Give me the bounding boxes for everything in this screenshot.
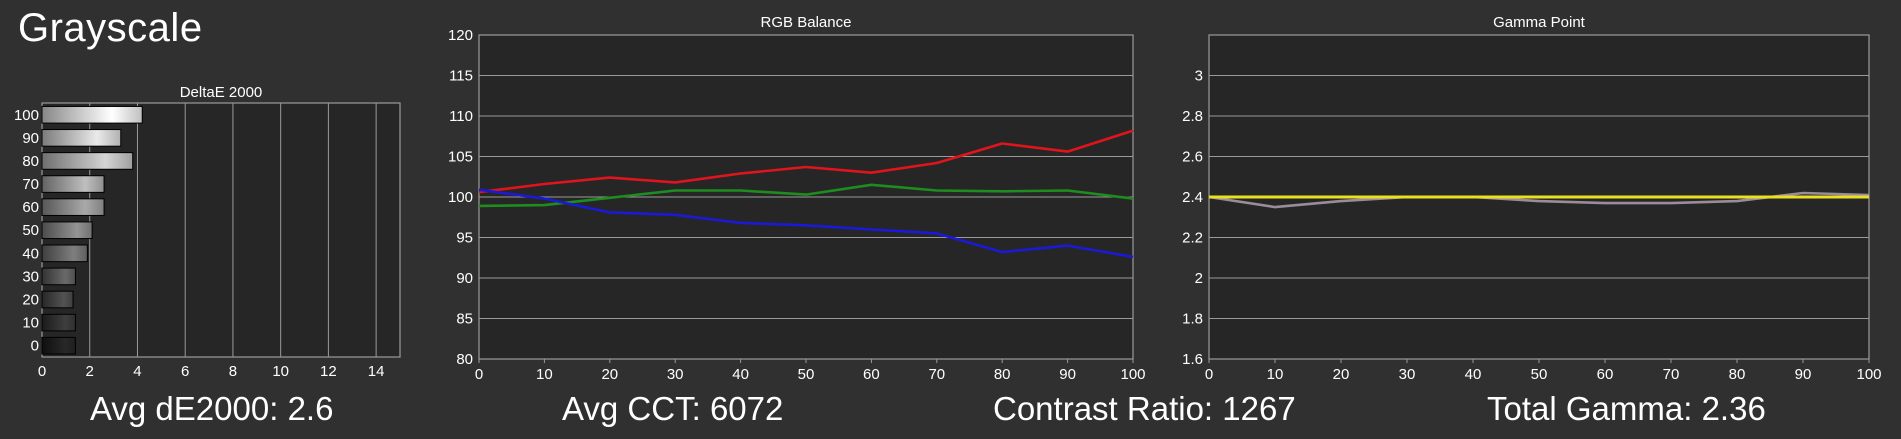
deltae-chart-title: DeltaE 2000: [180, 84, 263, 101]
deltae-bar-40: [41, 244, 88, 263]
stat-contrast-ratio: Contrast Ratio: 1267: [993, 390, 1296, 428]
deltae-bar-30: [41, 267, 76, 286]
deltae-x-tick-label: 6: [181, 363, 189, 380]
rgb-balance-y-tick-label: 115: [449, 68, 473, 85]
deltae-x-tick-label: 14: [368, 363, 385, 380]
stat-total-gamma-value: 2.36: [1701, 390, 1766, 427]
gamma-point-y-tick-label: 2.8: [1182, 108, 1203, 125]
rgb-balance-series-green: [478, 183, 1134, 208]
rgb-balance-x-tick-label: 60: [863, 366, 880, 383]
rgb-balance-x-tick-label: 0: [475, 366, 483, 383]
gamma-point-x-tick-label: 30: [1399, 366, 1416, 383]
gamma-point-x-tick-label: 100: [1856, 366, 1881, 383]
gamma-point-y-tick-label: 1.6: [1182, 351, 1203, 368]
gamma-point-x-tick-label: 40: [1465, 366, 1482, 383]
rgb-balance-x-tick-label: 10: [536, 366, 553, 383]
stat-avg-de2000: Avg dE2000: 2.6: [90, 390, 333, 428]
deltae-bar-80: [41, 152, 134, 170]
gamma-point-x-tick-label: 0: [1205, 366, 1213, 383]
rgb-balance-x-tick-label: 90: [1059, 366, 1076, 383]
rgb-balance-series-blue: [478, 188, 1134, 259]
rgb-balance-series-red: [478, 129, 1134, 194]
stat-avg-cct-value: 6072: [709, 390, 784, 427]
deltae-y-tick-label: 50: [22, 222, 39, 239]
deltae-chart-group: [41, 102, 401, 358]
rgb-balance-x-tick-label: 30: [667, 366, 684, 383]
deltae-y-tick-label: 90: [22, 130, 39, 147]
gamma-point-x-tick-label: 60: [1597, 366, 1614, 383]
gamma-point-y-tick-label: 2: [1195, 270, 1203, 287]
deltae-x-tick-label: 8: [229, 363, 237, 380]
deltae-y-tick-label: 0: [31, 338, 39, 355]
deltae-x-tick-label: 4: [133, 363, 141, 380]
stat-avg-cct: Avg CCT: 6072: [562, 390, 783, 428]
gamma-point-y-tick-label: 2.2: [1182, 230, 1203, 247]
deltae-y-tick-label: 60: [22, 199, 39, 216]
rgb-balance-y-tick-label: 90: [456, 270, 473, 287]
gamma-point-x-tick-label: 50: [1531, 366, 1548, 383]
deltae-y-tick-label: 30: [22, 268, 39, 285]
stat-total-gamma: Total Gamma: 2.36: [1487, 390, 1766, 428]
rgb-balance-y-tick-label: 95: [456, 230, 473, 247]
rgb-balance-x-tick-label: 100: [1120, 366, 1145, 383]
rgb-balance-y-tick-label: 80: [456, 351, 473, 368]
stat-contrast-ratio-value: 1267: [1222, 390, 1296, 427]
deltae-bar-0: [41, 336, 76, 355]
deltae-bar-20: [41, 290, 74, 309]
rgb-balance-y-tick-label: 105: [448, 149, 473, 166]
gamma-point-chart-title: Gamma Point: [1493, 14, 1586, 31]
rgb-balance-y-tick-label: 85: [456, 311, 473, 328]
stat-avg-cct-label: Avg CCT:: [562, 390, 701, 427]
rgb-balance-x-tick-label: 70: [928, 366, 945, 383]
deltae-y-tick-label: 40: [22, 245, 39, 262]
gamma-point-x-tick-label: 10: [1267, 366, 1284, 383]
rgb-balance-x-tick-label: 20: [601, 366, 618, 383]
stat-avg-de2000-label: Avg dE2000:: [90, 390, 279, 427]
rgb-balance-x-tick-label: 40: [732, 366, 749, 383]
stat-contrast-ratio-label: Contrast Ratio:: [993, 390, 1214, 427]
gamma-point-x-tick-label: 20: [1333, 366, 1350, 383]
deltae-bar-90: [41, 129, 122, 147]
rgb-balance-chart-title: RGB Balance: [761, 14, 852, 31]
gamma-point-x-tick-label: 70: [1663, 366, 1680, 383]
gamma-point-y-tick-label: 1.8: [1182, 311, 1203, 328]
rgb-balance-x-tick-label: 50: [798, 366, 815, 383]
gamma-point-y-tick-label: 3: [1195, 68, 1203, 85]
rgb-balance-y-tick-label: 100: [448, 189, 473, 206]
deltae-y-tick-label: 10: [22, 315, 39, 332]
rgb-balance-y-tick-label: 120: [448, 27, 473, 44]
deltae-bar-100: [41, 105, 143, 124]
gamma-point-y-tick-label: 2.6: [1182, 149, 1203, 166]
rgb-balance-y-tick-label: 110: [449, 108, 473, 125]
deltae-y-tick-label: 70: [22, 176, 39, 193]
deltae-bar-60: [41, 198, 105, 216]
deltae-x-tick-label: 10: [272, 363, 289, 380]
gamma-point-y-tick-label: 2.4: [1182, 189, 1203, 206]
rgb-balance-chart-group: [478, 34, 1134, 363]
deltae-x-tick-label: 2: [86, 363, 94, 380]
gamma-point-x-tick-label: 80: [1729, 366, 1746, 383]
deltae-bar-70: [41, 175, 105, 193]
stat-avg-de2000-value: 2.6: [287, 390, 334, 427]
deltae-y-tick-label: 80: [22, 153, 39, 170]
rgb-balance-x-tick-label: 80: [994, 366, 1011, 383]
page-title: Grayscale: [18, 6, 203, 50]
gamma-point-x-tick-label: 90: [1795, 366, 1812, 383]
deltae-x-tick-label: 0: [38, 363, 46, 380]
deltae-y-tick-label: 20: [22, 292, 39, 309]
gamma-point-chart-group: [1208, 34, 1870, 363]
stat-total-gamma-label: Total Gamma:: [1487, 390, 1693, 427]
deltae-y-tick-label: 100: [14, 107, 39, 124]
deltae-bar-10: [41, 313, 76, 332]
deltae-x-tick-label: 12: [320, 363, 337, 380]
deltae-bar-50: [41, 221, 93, 240]
